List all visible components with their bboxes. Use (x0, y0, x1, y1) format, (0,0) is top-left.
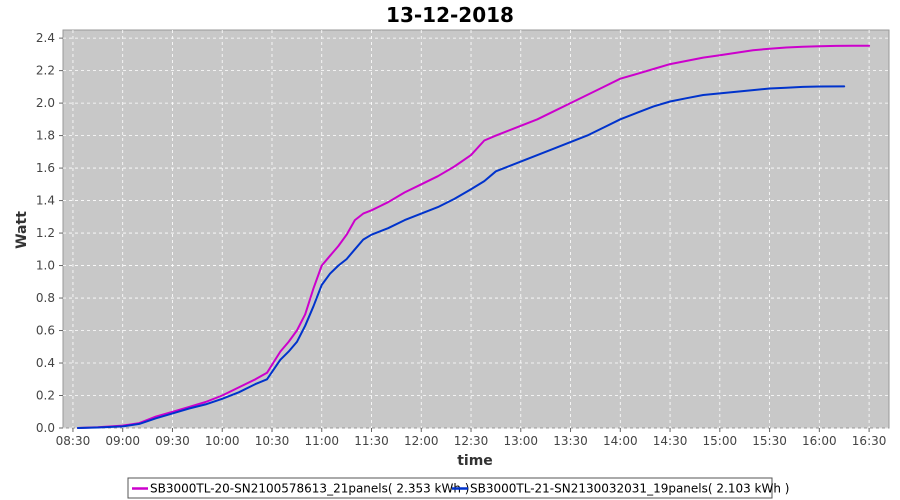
x-tick-label: 15:00 (703, 434, 738, 448)
x-tick-label: 09:30 (155, 434, 190, 448)
legend-box (127, 477, 773, 499)
x-tick-label: 11:30 (354, 434, 389, 448)
x-tick-label: 14:30 (653, 434, 688, 448)
x-tick-label: 15:30 (752, 434, 787, 448)
x-tick-label: 13:30 (553, 434, 588, 448)
legend: SB3000TL-20-SN2100578613_21panels( 2.353… (127, 477, 789, 499)
chart-title: 13-12-2018 (386, 3, 514, 27)
x-tick-label: 10:30 (255, 434, 290, 448)
x-tick-label: 08:30 (56, 434, 91, 448)
x-tick-label: 16:00 (802, 434, 837, 448)
y-tick-label: 0.8 (36, 291, 55, 305)
x-tick-label: 14:00 (603, 434, 638, 448)
x-tick-label: 11:00 (304, 434, 339, 448)
y-tick-label: 1.0 (36, 259, 55, 273)
y-tick-label: 0.6 (36, 324, 55, 338)
x-tick-label: 16:30 (852, 434, 887, 448)
x-tick-label: 12:30 (454, 434, 489, 448)
x-tick-label: 13:00 (503, 434, 538, 448)
legend-entry-series-2: SB3000TL-21-SN2130032031_19panels( 2.103… (470, 482, 789, 496)
x-tick-label: 10:00 (205, 434, 240, 448)
y-tick-label: 2.2 (36, 64, 55, 78)
x-tick-label: 12:00 (404, 434, 439, 448)
x-axis-label: time (457, 453, 493, 469)
y-axis-label: Watt (14, 211, 30, 249)
x-axis-ticks: 08:30 09:00 09:30 10:00 10:30 11:00 11:30 12:00… (56, 428, 887, 448)
y-tick-label: 0.2 (36, 389, 55, 403)
y-tick-label: 1.8 (36, 129, 55, 143)
series-line-1 (76, 44, 871, 429)
plot-area (62, 29, 890, 429)
y-tick-label: 2.4 (36, 31, 55, 45)
gridlines (63, 30, 889, 429)
y-tick-label: 1.4 (36, 194, 55, 208)
y-tick-label: 1.6 (36, 161, 55, 175)
series-line-2 (76, 85, 846, 429)
series-lines (76, 44, 871, 429)
legend-entry-series-1: SB3000TL-20-SN2100578613_21panels( 2.353… (150, 482, 469, 496)
x-tick-label: 09:00 (105, 434, 140, 448)
y-tick-label: 2.0 (36, 96, 55, 110)
y-axis-ticks: 0.0 0.2 0.4 0.6 0.8 1.0 1.2 1.4 1.6 1.8 2.0 2.2 2.4 (36, 31, 63, 435)
y-tick-label: 0.0 (36, 421, 55, 435)
y-tick-label: 1.2 (36, 226, 55, 240)
y-tick-label: 0.4 (36, 356, 55, 370)
